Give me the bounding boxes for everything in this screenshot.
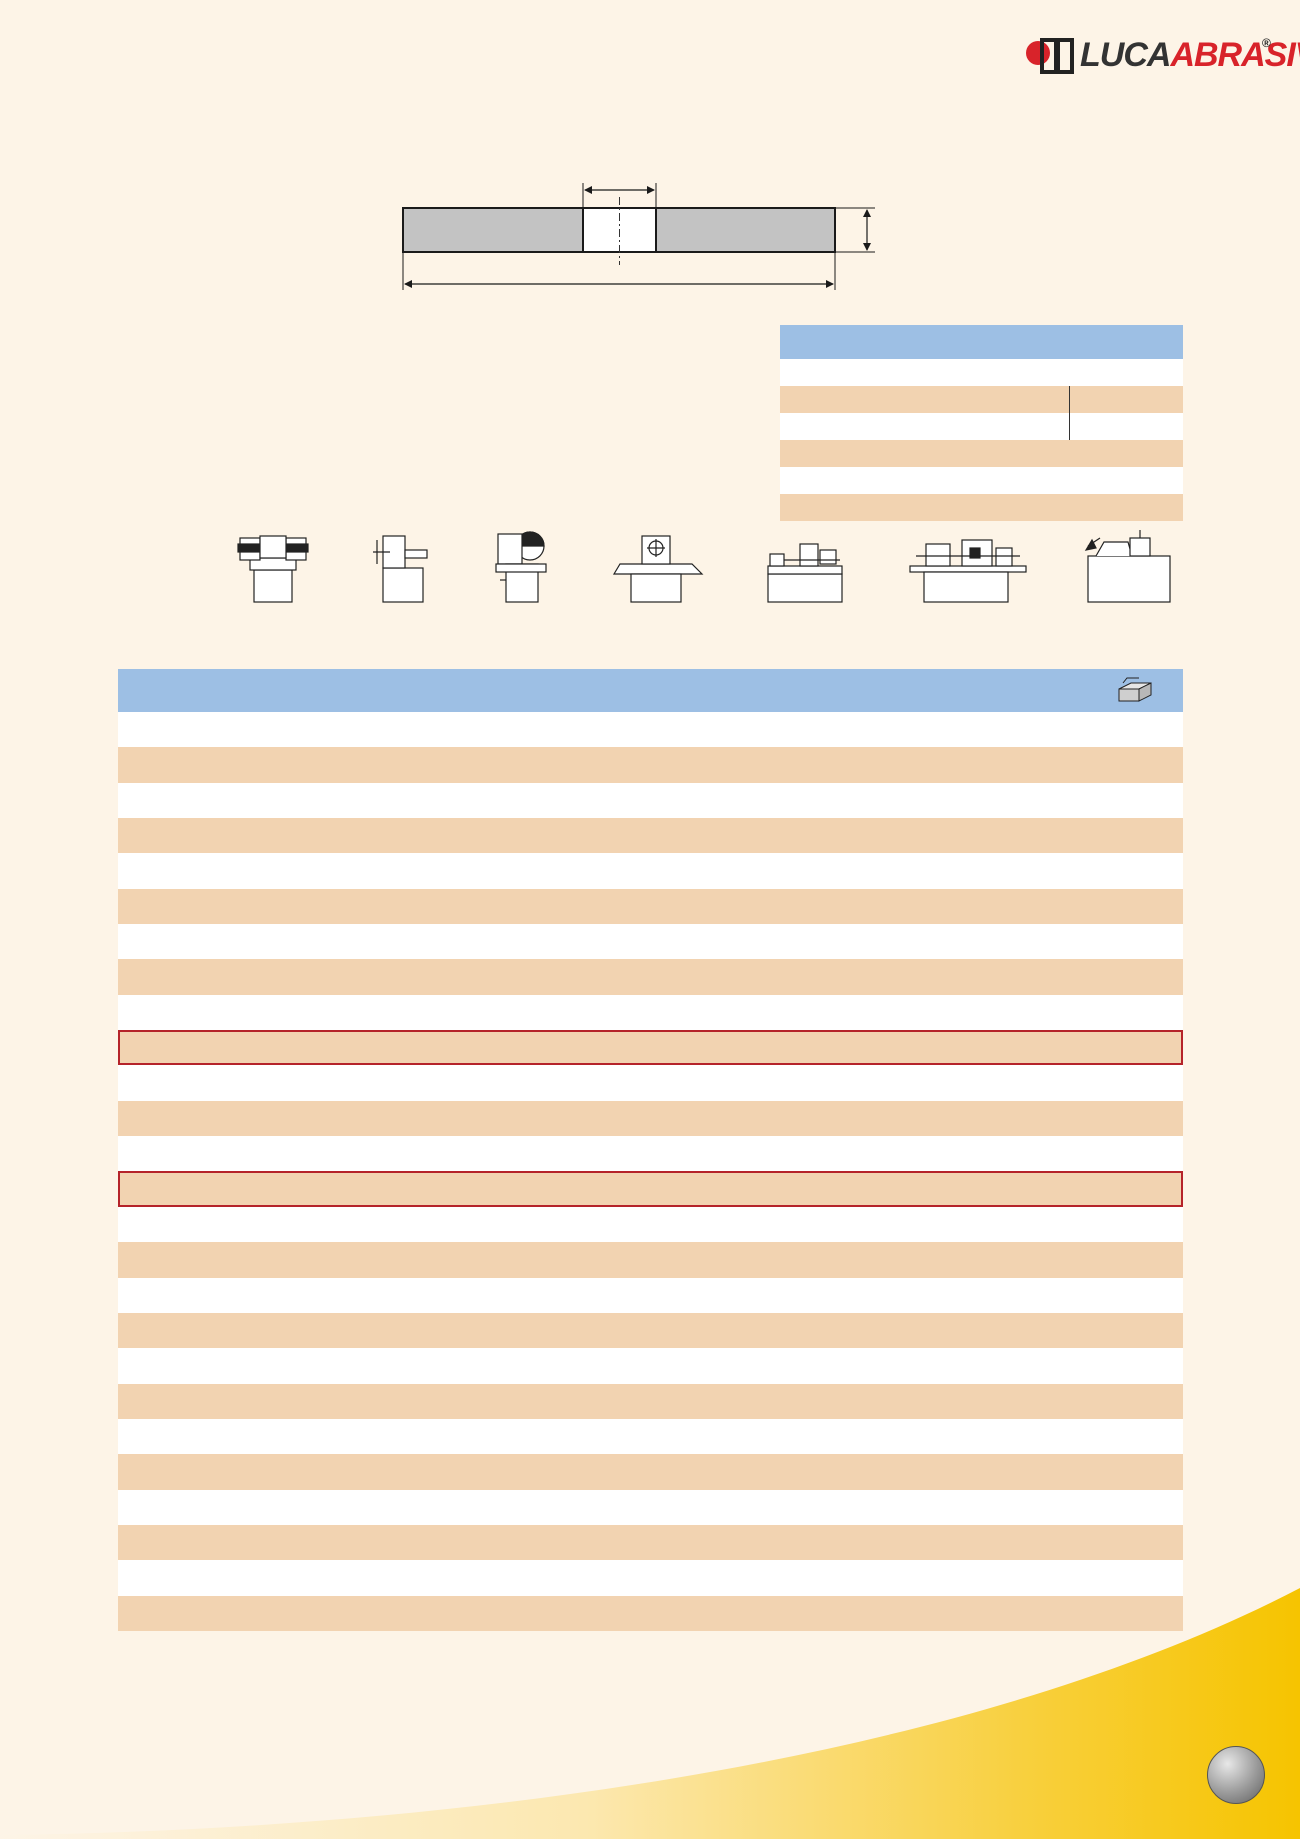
table-row [118,1100,1183,1137]
corner-swoosh-decoration [0,1588,1300,1839]
specification-table [780,325,1183,521]
table-row [118,1489,1183,1525]
specification-table-header [780,325,1183,359]
table-row [118,994,1183,1031]
wheel-dimension-drawing [402,183,875,290]
table-row [118,959,1183,995]
product-table-header [118,669,1183,712]
centerless-grinder-icon [909,539,1027,603]
logo-abrasiv: ABRASIV [1170,36,1300,74]
table-row-highlighted [118,1171,1183,1207]
table-row [118,1206,1183,1243]
logo-luca: LUCA [1080,36,1171,74]
table-row [118,1136,1183,1172]
bench-grinder-icon [237,535,309,603]
logo-mark-icon [1026,38,1074,74]
table-row [118,1312,1183,1349]
table-row-highlighted [118,1030,1183,1066]
table-row [118,1418,1183,1455]
cut-off-machine-icon [495,531,547,603]
machine-icons-row [237,530,1171,603]
specification-row [780,413,1183,440]
table-row [118,1348,1183,1384]
surface-grinder-icon [612,535,704,603]
column-divider [1069,386,1070,413]
table-row [118,1560,1183,1596]
table-row [118,853,1183,889]
logo-wordmark: LUCAABRASIV [1080,34,1300,76]
product-table-body [118,712,1183,1631]
table-row [118,1524,1183,1561]
table-row [118,712,1183,748]
table-row [118,888,1183,925]
page-number-badge [1207,1746,1265,1804]
specification-row [780,386,1183,413]
table-row [118,924,1183,960]
table-row [118,1242,1183,1278]
table-row [118,1277,1183,1313]
table-row [118,1454,1183,1490]
tool-grinder-icon [1084,530,1171,603]
table-row [118,782,1183,819]
specification-row [780,440,1183,467]
specification-row [780,467,1183,494]
column-divider [1069,413,1070,440]
table-row [118,1595,1183,1631]
cylindrical-grinder-icon [767,543,843,603]
box-icon [1118,677,1152,702]
table-row [118,1065,1183,1101]
product-table [118,669,1183,1631]
pedestal-grinder-icon [373,535,428,603]
table-row [118,1383,1183,1419]
table-row [118,818,1183,854]
table-row [118,747,1183,783]
specification-row [780,359,1183,386]
registered-mark: ® [1262,36,1271,50]
specification-row [780,494,1183,521]
